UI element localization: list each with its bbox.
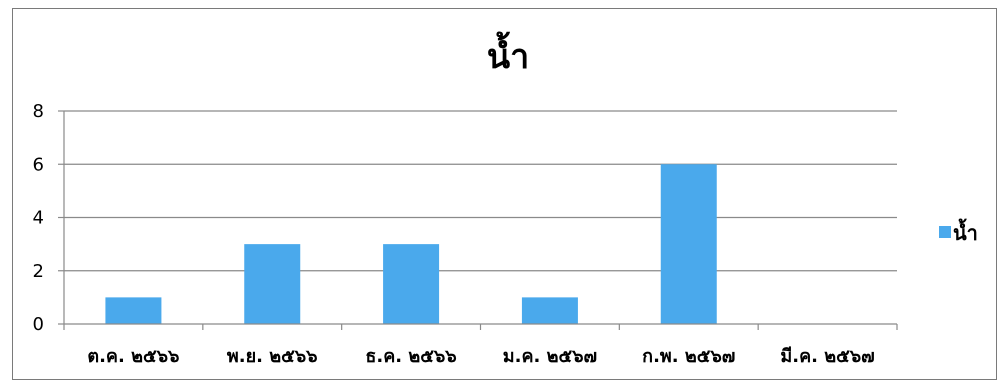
bar [105, 297, 162, 324]
chart-title: น้ำ [487, 31, 529, 77]
x-tick-label: พ.ย. ๒๕๖๖ [227, 346, 318, 367]
bar [244, 244, 301, 324]
chart-frame [12, 8, 997, 380]
y-tick-label: 2 [33, 261, 44, 282]
bar [521, 297, 578, 324]
gridlines [64, 110, 897, 272]
y-tick-label: 8 [33, 101, 44, 122]
bar [383, 244, 440, 324]
x-tick-label: ก.พ. ๒๕๖๗ [642, 346, 735, 367]
x-axis-labels: ต.ค. ๒๕๖๖ พ.ย. ๒๕๖๖ ธ.ค. ๒๕๖๖ ม.ค. ๒๕๖๗ ก.พ.… [87, 346, 874, 367]
legend-label: น้ำ [953, 218, 978, 245]
x-tick-label: ธ.ค. ๒๕๖๖ [365, 346, 456, 367]
y-tick-label: 4 [33, 208, 44, 229]
y-tick-label: 0 [33, 314, 44, 335]
legend: น้ำ [939, 218, 978, 245]
legend-swatch [939, 226, 951, 238]
bar [660, 164, 717, 324]
y-tick-label: 6 [33, 154, 44, 175]
x-tick-label: ต.ค. ๒๕๖๖ [87, 346, 179, 367]
y-axis-ticks: 0 2 4 6 8 [33, 101, 64, 335]
axes [63, 111, 898, 330]
x-tick-label: มี.ค. ๒๕๖๗ [780, 346, 874, 367]
bars [105, 164, 717, 324]
x-tick-label: ม.ค. ๒๕๖๗ [503, 346, 597, 367]
